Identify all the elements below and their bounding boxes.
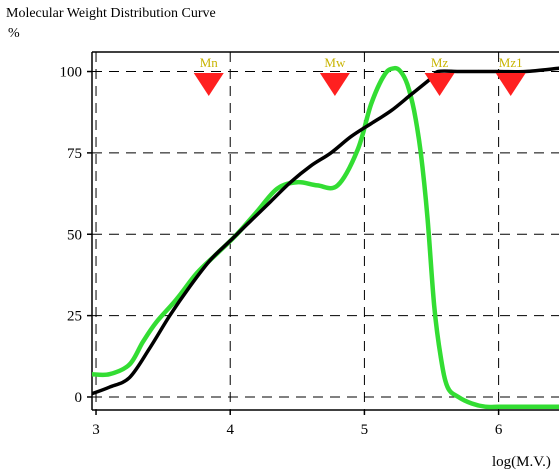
marker-mz1-triangle bbox=[495, 73, 526, 96]
marker-mn-triangle bbox=[193, 73, 224, 96]
x-axis-tick-labels: 3 4 5 6 bbox=[92, 422, 503, 438]
series-line-1 bbox=[92, 65, 559, 410]
x-tick-label-5: 5 bbox=[361, 422, 369, 438]
marker-mz-label: Mz bbox=[431, 55, 449, 70]
y-tick-label-0: 0 bbox=[75, 390, 83, 406]
grid-lines bbox=[92, 52, 559, 410]
marker-mz-triangle bbox=[424, 73, 455, 96]
series-line-2 bbox=[92, 66, 559, 396]
x-tick-label-3: 3 bbox=[92, 422, 100, 438]
chart-title: Molecular Weight Distribution Curve bbox=[6, 6, 216, 21]
marker-mw-triangle bbox=[319, 73, 350, 96]
marker-mz1-label: Mz1 bbox=[499, 55, 523, 70]
marker-mn-label: Mn bbox=[200, 55, 219, 70]
y-tick-label-25: 25 bbox=[67, 309, 82, 325]
x-tick-label-6: 6 bbox=[495, 422, 503, 438]
x-axis-label: log(M.V.) bbox=[492, 454, 551, 470]
y-tick-label-75: 75 bbox=[67, 146, 82, 162]
marker-mw-label: Mw bbox=[324, 55, 346, 70]
plot-frame bbox=[87, 51, 559, 415]
series-group bbox=[92, 65, 559, 410]
y-tick-label-100: 100 bbox=[60, 65, 83, 81]
y-axis-tick-labels: 0 25 50 75 100 bbox=[60, 65, 83, 406]
x-tick-label-4: 4 bbox=[226, 422, 234, 438]
y-tick-label-50: 50 bbox=[67, 227, 82, 243]
y-axis-unit-label: % bbox=[8, 26, 20, 41]
average-markers: Mn Mw Mz Mz1 bbox=[193, 55, 526, 96]
